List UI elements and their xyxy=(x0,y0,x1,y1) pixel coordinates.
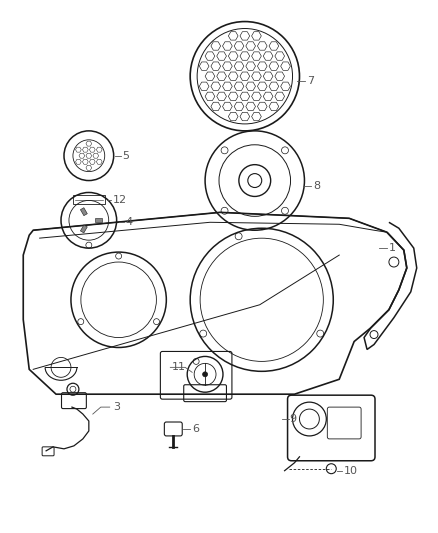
Text: 11: 11 xyxy=(172,362,186,373)
Text: 10: 10 xyxy=(344,466,358,475)
Text: 1: 1 xyxy=(389,243,396,253)
Bar xyxy=(81,208,87,216)
Text: 7: 7 xyxy=(307,76,314,86)
Text: 9: 9 xyxy=(290,414,297,424)
Text: 4: 4 xyxy=(126,217,133,227)
Text: 6: 6 xyxy=(192,424,199,434)
Bar xyxy=(95,219,102,222)
Bar xyxy=(73,196,105,204)
Bar xyxy=(81,225,87,233)
Text: 3: 3 xyxy=(114,402,121,412)
Text: 12: 12 xyxy=(113,196,127,205)
Text: 5: 5 xyxy=(123,151,130,161)
Circle shape xyxy=(203,372,208,377)
Text: 8: 8 xyxy=(314,181,321,190)
